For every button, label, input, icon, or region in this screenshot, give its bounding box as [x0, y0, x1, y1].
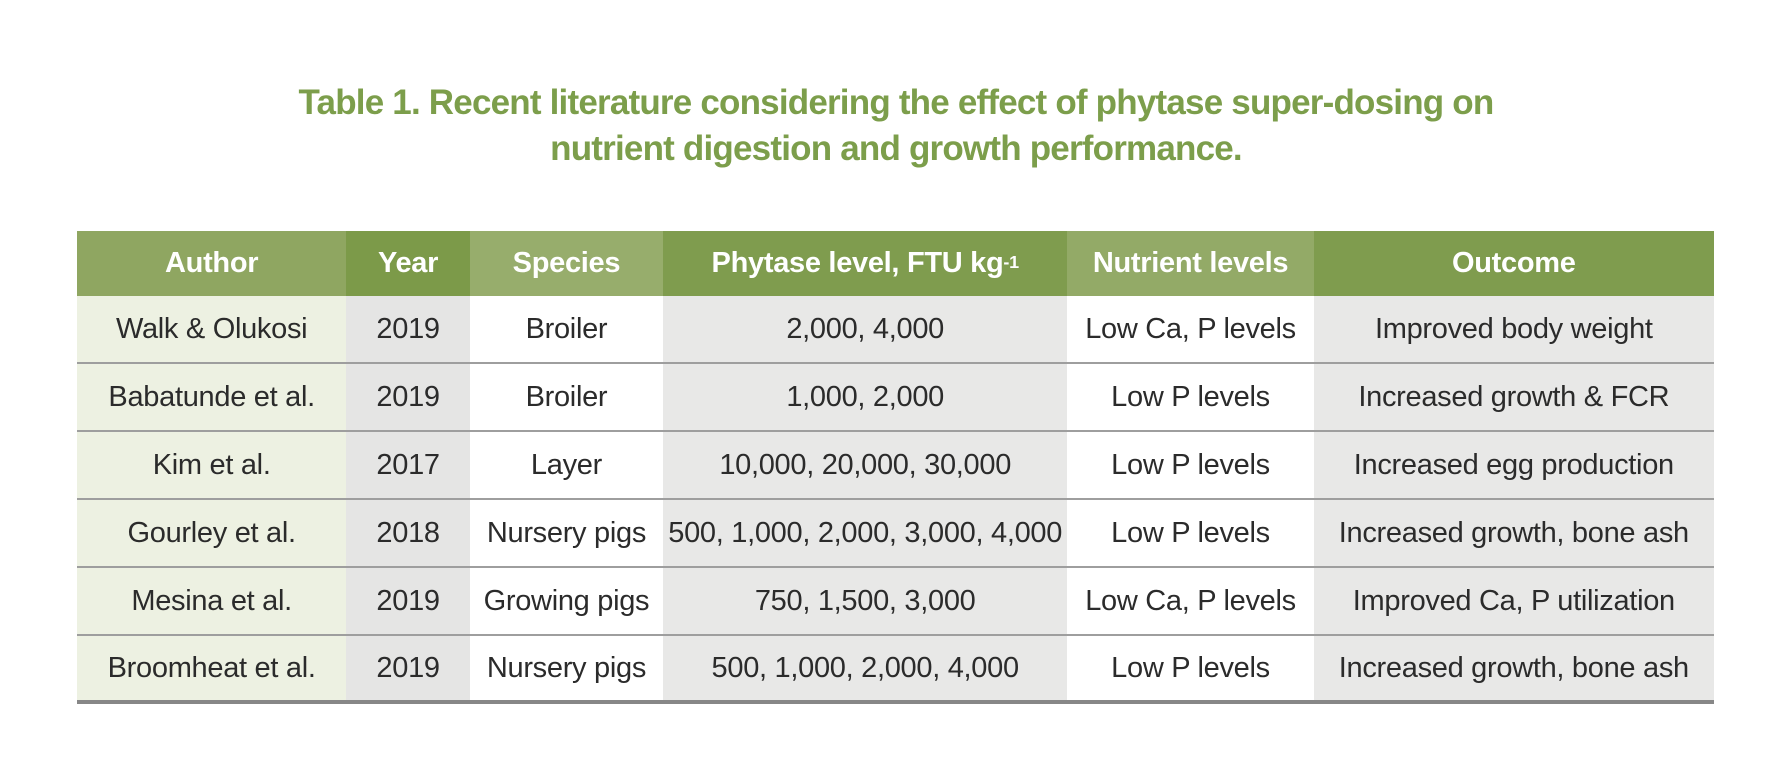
header-cell-outcome: Outcome	[1313, 231, 1714, 296]
table-row: Kim et al. 2017 Layer 10,000, 20,000, 30,00…	[77, 432, 1714, 500]
table-cell-year: 2019	[346, 636, 470, 700]
header-cell-label: Phytase level, FTU kg	[711, 247, 1004, 279]
table-cell-species: Broiler	[469, 364, 664, 430]
literature-table: Author Year Species Phytase level, FTU kg -1…	[77, 231, 1714, 704]
table-cell-nutrient-levels: Low P levels	[1067, 636, 1314, 700]
table-cell-phytase-level: 750, 1,500, 3,000	[663, 568, 1068, 634]
header-cell-label: Species	[512, 247, 621, 279]
table-cell-year: 2019	[346, 568, 470, 634]
table-cell-year: 2019	[346, 296, 470, 362]
table-title-line1: Table 1. Recent literature considering t…	[298, 83, 1495, 122]
header-cell-nutrient-levels: Nutrient levels	[1067, 231, 1314, 296]
table-cell-year: 2018	[346, 500, 470, 566]
table-body: Walk & Olukosi 2019 Broiler 2,000, 4,000 Low…	[77, 296, 1714, 704]
table-cell-phytase-level: 500, 1,000, 2,000, 3,000, 4,000	[663, 500, 1068, 566]
table-cell-phytase-level: 500, 1,000, 2,000, 4,000	[663, 636, 1068, 700]
table-row: Mesina et al. 2019 Growing pigs 750, 1,500,…	[77, 568, 1714, 636]
header-cell-phytase-level: Phytase level, FTU kg -1	[663, 231, 1068, 296]
header-cell-species: Species	[469, 231, 664, 296]
table-cell-outcome: Improved Ca, P utilization	[1313, 568, 1714, 634]
table-cell-nutrient-levels: Low Ca, P levels	[1067, 296, 1314, 362]
table-cell-phytase-level: 1,000, 2,000	[663, 364, 1068, 430]
table-row: Babatunde et al. 2019 Broiler 1,000, 2,000 L…	[77, 364, 1714, 432]
table-title-line2: nutrient digestion and growth performanc…	[550, 129, 1243, 168]
table-cell-author: Mesina et al.	[77, 568, 347, 634]
header-cell-author: Author	[77, 231, 347, 296]
table-cell-phytase-level: 2,000, 4,000	[663, 296, 1068, 362]
table-row: Broomheat et al. 2019 Nursery pigs 500, 1,0…	[77, 636, 1714, 704]
table-cell-nutrient-levels: Low P levels	[1067, 432, 1314, 498]
table-cell-year: 2019	[346, 364, 470, 430]
table-cell-species: Layer	[469, 432, 664, 498]
table-cell-outcome: Improved body weight	[1313, 296, 1714, 362]
table-row: Gourley et al. 2018 Nursery pigs 500, 1,000…	[77, 500, 1714, 568]
table-cell-outcome: Increased growth, bone ash	[1313, 636, 1714, 700]
header-cell-label: Author	[165, 247, 259, 279]
table-cell-phytase-level: 10,000, 20,000, 30,000	[663, 432, 1068, 498]
table-cell-species: Nursery pigs	[469, 500, 664, 566]
header-row: Author Year Species Phytase level, FTU kg -1…	[77, 231, 1714, 296]
header-cell-label: Nutrient levels	[1092, 247, 1289, 279]
table-cell-species: Nursery pigs	[469, 636, 664, 700]
table-cell-author: Babatunde et al.	[77, 364, 347, 430]
header-cell-label: Year	[378, 247, 439, 279]
table-cell-author: Broomheat et al.	[77, 636, 347, 700]
table-cell-species: Growing pigs	[469, 568, 664, 634]
header-cell-label: Outcome	[1452, 247, 1576, 279]
table-cell-author: Kim et al.	[77, 432, 347, 498]
header-cell-year: Year	[346, 231, 470, 296]
table-cell-species: Broiler	[469, 296, 664, 362]
table-cell-nutrient-levels: Low Ca, P levels	[1067, 568, 1314, 634]
table-cell-outcome: Increased growth & FCR	[1313, 364, 1714, 430]
table-cell-outcome: Increased egg production	[1313, 432, 1714, 498]
table-cell-author: Walk & Olukosi	[77, 296, 347, 362]
table-cell-outcome: Increased growth, bone ash	[1313, 500, 1714, 566]
table-cell-author: Gourley et al.	[77, 500, 347, 566]
table-row: Walk & Olukosi 2019 Broiler 2,000, 4,000 Low…	[77, 296, 1714, 364]
table-cell-nutrient-levels: Low P levels	[1067, 364, 1314, 430]
table-title: Table 1. Recent literature considering t…	[0, 80, 1792, 172]
table-cell-year: 2017	[346, 432, 470, 498]
table-cell-nutrient-levels: Low P levels	[1067, 500, 1314, 566]
